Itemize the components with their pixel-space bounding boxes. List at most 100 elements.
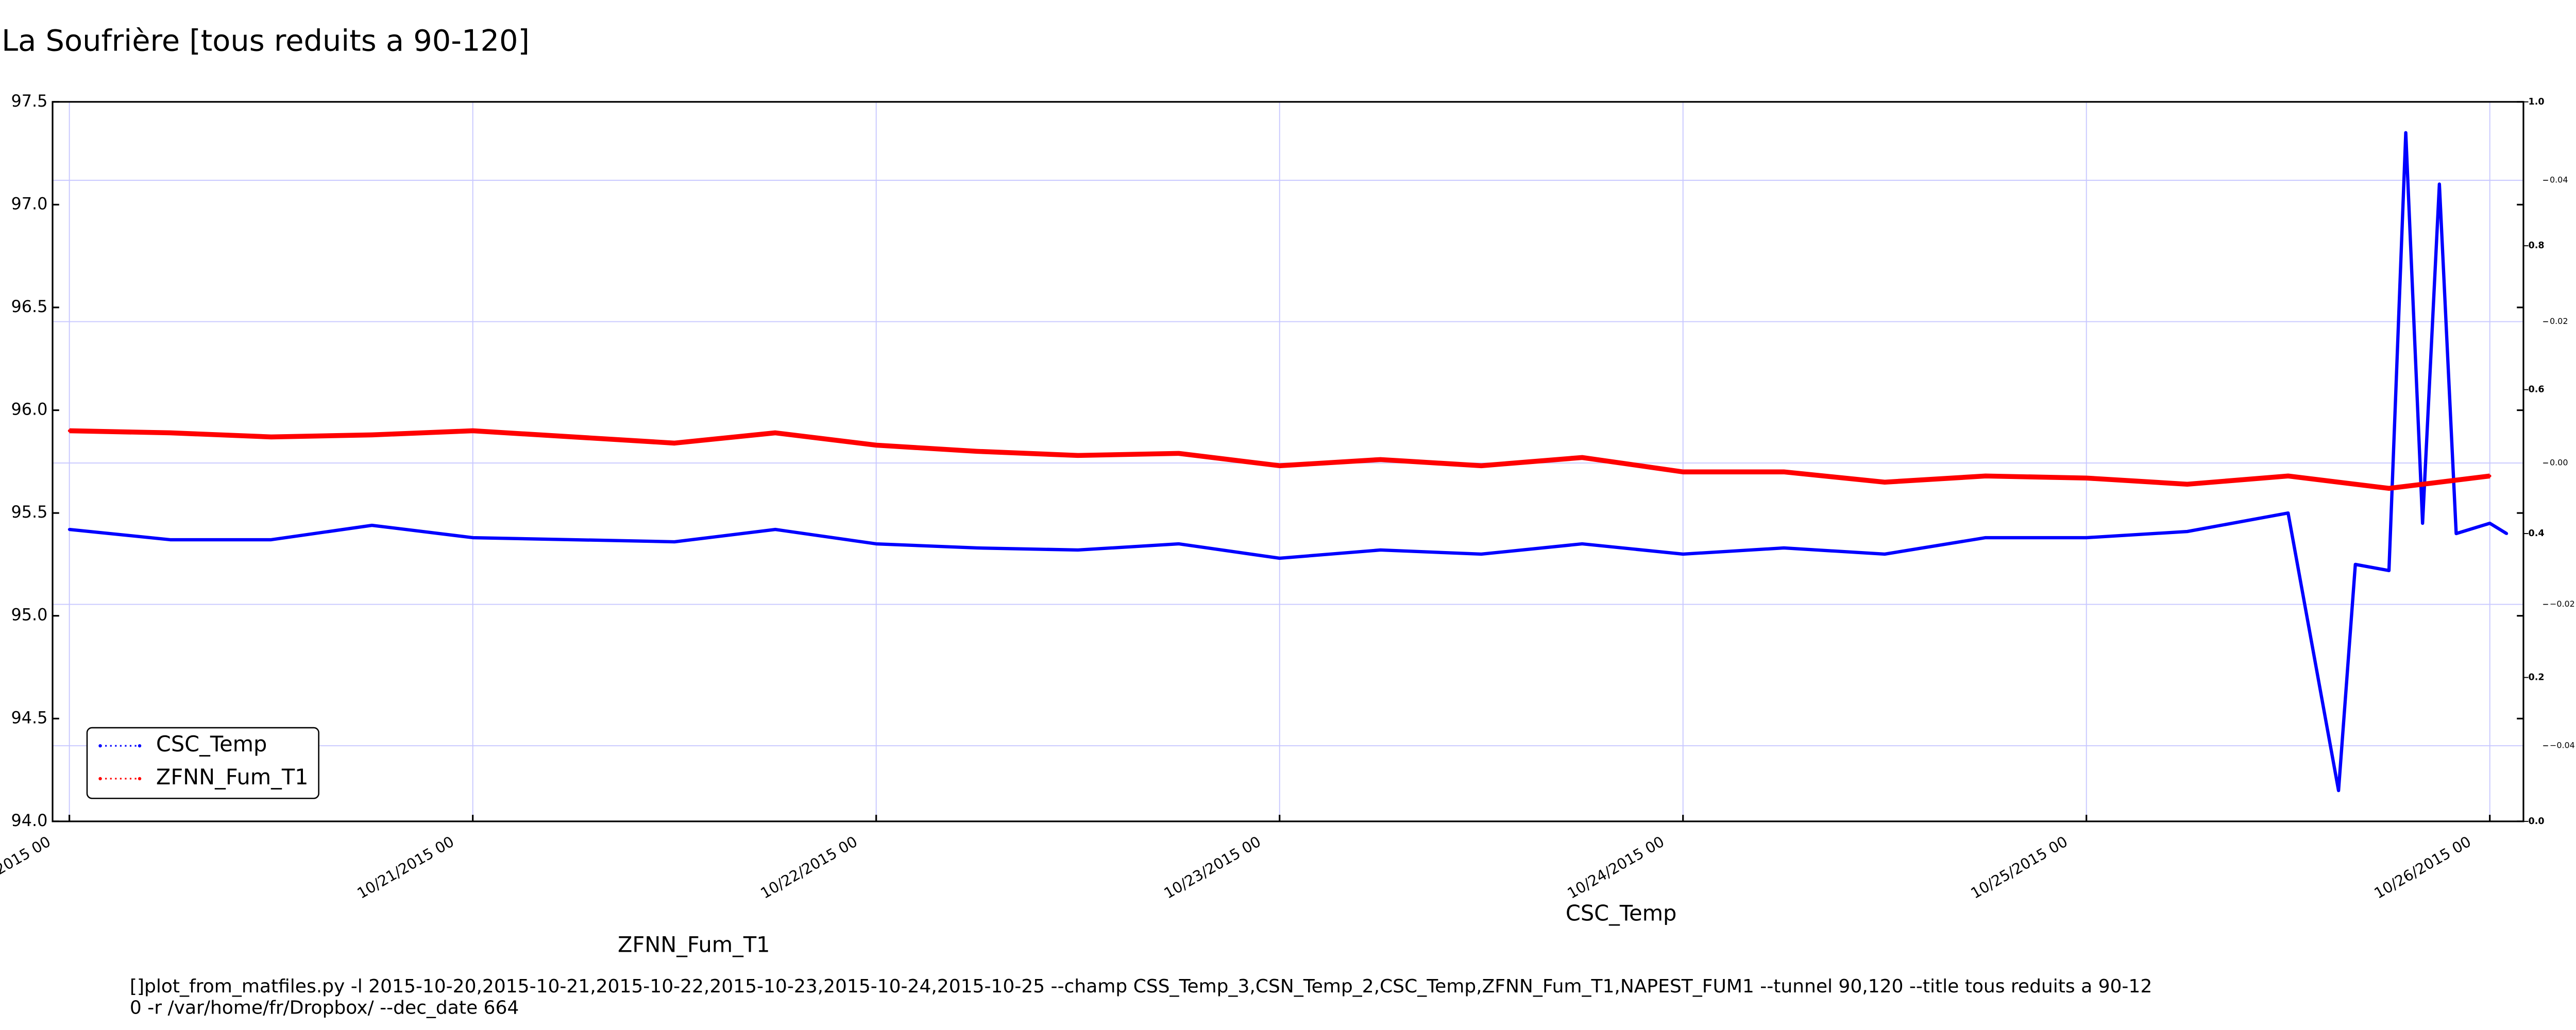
y2-tick-label: 0.2 xyxy=(2529,672,2545,682)
data-point xyxy=(2387,569,2391,572)
data-point xyxy=(2185,483,2189,486)
data-point xyxy=(572,435,575,439)
data-point xyxy=(1883,480,1887,484)
y2-tick-label: 0.0 xyxy=(2529,816,2545,827)
plot-frame xyxy=(52,101,2524,822)
y-tick-label: 97.0 xyxy=(11,194,48,213)
data-point xyxy=(774,528,777,531)
annotation: CSC_Temp xyxy=(1566,901,1676,926)
data-point xyxy=(2337,789,2340,792)
legend-marker xyxy=(138,777,142,781)
data-point xyxy=(1581,456,1584,459)
data-point xyxy=(2404,131,2408,134)
data-point xyxy=(2505,532,2509,535)
footer-text: 0 -r /var/home/fr/Dropbox/ --dec_date 66… xyxy=(130,998,519,1019)
data-point xyxy=(1782,470,1786,474)
data-point xyxy=(67,429,71,433)
y-tick-label: 96.0 xyxy=(11,400,48,419)
x-tick-label: 10/22/2015 00 xyxy=(757,833,860,902)
y2-tick-label: 1.0 xyxy=(2529,97,2545,107)
x-tick-label: 10/26/2015 00 xyxy=(2371,833,2474,902)
data-point xyxy=(2421,522,2425,525)
y-tick-label: 97.5 xyxy=(11,91,48,111)
data-point xyxy=(874,542,878,545)
data-point xyxy=(1681,553,1685,556)
footer-text: []plot_from_matfiles.py -l 2015-10-20,20… xyxy=(130,976,2152,997)
data-point xyxy=(2387,487,2391,490)
legend-marker xyxy=(138,744,142,748)
y-tick-label: 94.0 xyxy=(11,811,48,830)
y-tick-label: 94.5 xyxy=(11,708,48,727)
data-point xyxy=(67,528,71,531)
annotation: ZFNN_Fum_T1 xyxy=(618,932,770,957)
data-point xyxy=(1379,458,1382,461)
data-point xyxy=(2084,536,2088,539)
y3-tick-label: 0.04 xyxy=(2550,175,2568,185)
y3-tick-label: 0.02 xyxy=(2550,316,2568,326)
y3-tick-label: 0.00 xyxy=(2550,458,2568,468)
y-tick-label: 95.0 xyxy=(11,605,48,625)
data-point xyxy=(1177,452,1180,455)
data-point xyxy=(269,538,273,541)
legend-label: ZFNN_Fum_T1 xyxy=(156,765,309,789)
data-point xyxy=(2286,511,2290,514)
y-tick-label: 95.5 xyxy=(11,502,48,522)
data-point xyxy=(2353,563,2357,566)
legend-marker xyxy=(98,777,102,781)
data-point xyxy=(1177,542,1180,545)
data-point xyxy=(1480,464,1483,468)
x-tick-label: 10/21/2015 00 xyxy=(354,833,457,902)
y2-tick-label: 0.4 xyxy=(2529,528,2545,539)
data-point xyxy=(269,435,273,439)
x-tick-label: 10/20/2015 00 xyxy=(0,833,54,902)
data-point xyxy=(471,429,474,433)
data-point xyxy=(2084,476,2088,480)
data-point xyxy=(471,536,474,539)
data-point xyxy=(1076,454,1080,457)
data-point xyxy=(1278,464,1281,468)
data-point xyxy=(168,431,172,435)
data-point xyxy=(975,546,979,550)
data-point xyxy=(1076,548,1080,552)
y2-tick-label: 0.8 xyxy=(2529,241,2545,251)
x-tick-label: 10/25/2015 00 xyxy=(1968,833,2071,902)
data-point xyxy=(1681,470,1685,474)
legend-marker xyxy=(98,744,102,748)
data-point xyxy=(2185,530,2189,533)
data-point xyxy=(1883,553,1887,556)
data-point xyxy=(2437,182,2441,186)
data-point xyxy=(874,443,878,447)
x-tick-label: 10/24/2015 00 xyxy=(1564,833,1667,902)
data-point xyxy=(370,524,374,527)
data-point xyxy=(1984,536,1987,539)
data-point xyxy=(2286,474,2290,478)
y3-tick-label: −0.04 xyxy=(2550,741,2575,750)
data-point xyxy=(1278,557,1281,560)
data-point xyxy=(975,450,979,453)
data-point xyxy=(673,441,676,445)
data-point xyxy=(370,433,374,437)
y3-tick-label: −0.02 xyxy=(2550,599,2575,609)
data-point xyxy=(2454,532,2458,535)
legend-label: CSC_Temp xyxy=(156,732,267,757)
data-point xyxy=(2488,522,2492,525)
x-tick-label: 10/23/2015 00 xyxy=(1161,833,1264,902)
data-point xyxy=(1782,546,1786,550)
y2-tick-label: 0.6 xyxy=(2529,385,2545,395)
legend-box xyxy=(86,727,319,799)
data-point xyxy=(774,431,777,435)
chart-title: La Soufrière [tous reduits a 90-120] xyxy=(2,24,530,58)
series-line xyxy=(69,131,2508,793)
data-point xyxy=(1581,542,1584,545)
data-point xyxy=(1379,548,1382,552)
data-point xyxy=(572,538,575,541)
legend: CSC_Temp ZFNN_Fum_T1 xyxy=(86,727,319,799)
data-point xyxy=(1984,474,1987,478)
data-point xyxy=(168,538,172,541)
data-point xyxy=(673,540,676,543)
data-point xyxy=(2488,474,2492,478)
data-point xyxy=(1480,553,1483,556)
y-tick-label: 96.5 xyxy=(11,297,48,316)
